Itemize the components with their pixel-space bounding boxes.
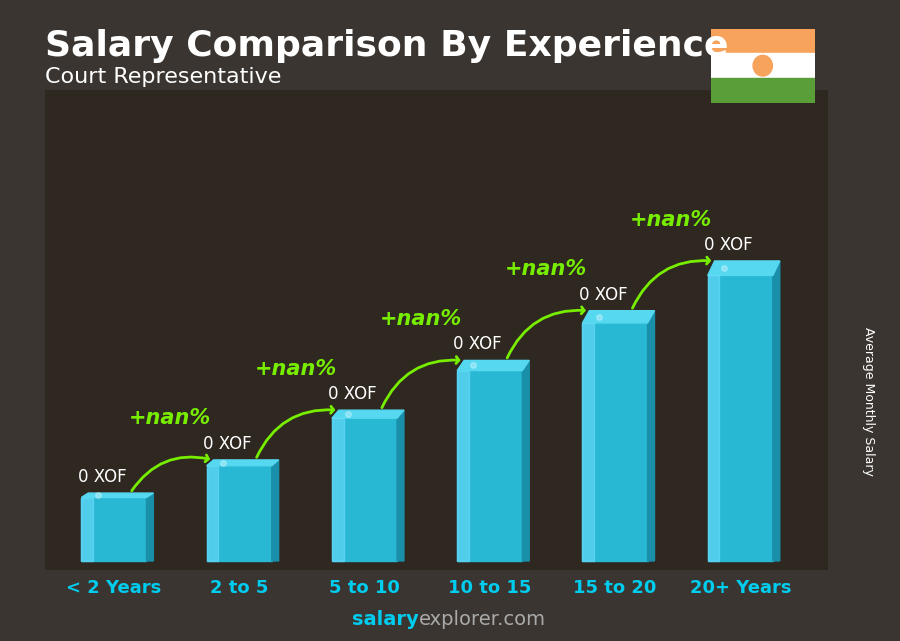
Polygon shape bbox=[147, 493, 153, 561]
Polygon shape bbox=[648, 311, 654, 561]
Text: Court Representative: Court Representative bbox=[45, 67, 282, 87]
Polygon shape bbox=[582, 323, 648, 561]
Polygon shape bbox=[207, 466, 219, 561]
Polygon shape bbox=[457, 360, 529, 370]
Polygon shape bbox=[582, 323, 594, 561]
Bar bbox=[711, 29, 814, 53]
Polygon shape bbox=[207, 466, 272, 561]
Polygon shape bbox=[397, 410, 404, 561]
Text: +nan%: +nan% bbox=[630, 210, 713, 229]
Text: +nan%: +nan% bbox=[130, 408, 212, 428]
Polygon shape bbox=[332, 418, 344, 561]
Text: +nan%: +nan% bbox=[380, 309, 462, 329]
Text: 0 XOF: 0 XOF bbox=[579, 285, 627, 304]
Polygon shape bbox=[81, 497, 147, 561]
Polygon shape bbox=[81, 497, 93, 561]
Circle shape bbox=[753, 55, 772, 76]
Polygon shape bbox=[707, 261, 779, 276]
Polygon shape bbox=[332, 410, 404, 418]
Polygon shape bbox=[773, 261, 779, 561]
Bar bbox=[711, 78, 814, 103]
Text: 0 XOF: 0 XOF bbox=[328, 385, 377, 403]
Text: 0 XOF: 0 XOF bbox=[704, 236, 752, 254]
Text: +nan%: +nan% bbox=[255, 359, 337, 379]
Text: 0 XOF: 0 XOF bbox=[77, 468, 126, 486]
Polygon shape bbox=[582, 311, 654, 323]
Polygon shape bbox=[522, 360, 529, 561]
Text: Salary Comparison By Experience: Salary Comparison By Experience bbox=[45, 29, 728, 63]
Text: 0 XOF: 0 XOF bbox=[202, 435, 251, 453]
Text: 0 XOF: 0 XOF bbox=[454, 335, 502, 353]
Polygon shape bbox=[332, 418, 397, 561]
Polygon shape bbox=[707, 276, 773, 561]
Polygon shape bbox=[457, 370, 522, 561]
Text: Average Monthly Salary: Average Monthly Salary bbox=[862, 327, 875, 476]
Text: explorer.com: explorer.com bbox=[418, 610, 545, 629]
Polygon shape bbox=[272, 460, 279, 561]
Text: salary: salary bbox=[352, 610, 419, 629]
Text: +nan%: +nan% bbox=[505, 259, 587, 279]
Polygon shape bbox=[207, 460, 279, 466]
Polygon shape bbox=[81, 493, 153, 497]
Polygon shape bbox=[707, 276, 719, 561]
Polygon shape bbox=[457, 370, 469, 561]
Bar bbox=[711, 53, 814, 78]
